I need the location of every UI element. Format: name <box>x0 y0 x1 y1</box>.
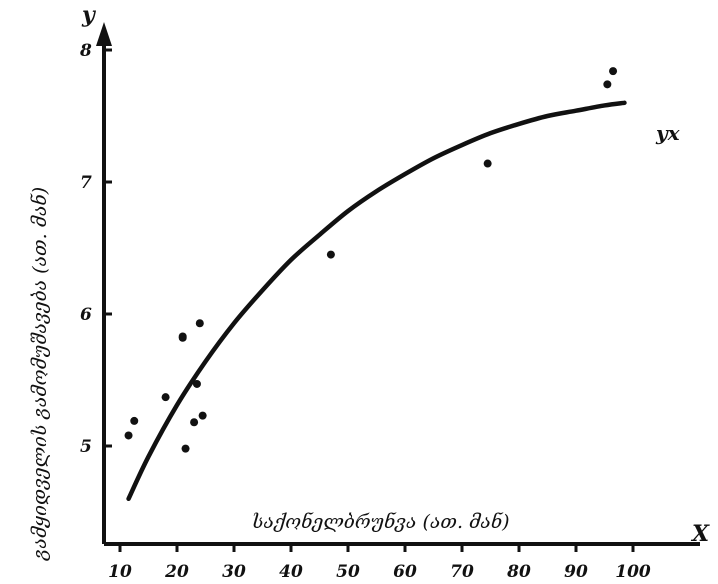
y-tick-label: 7 <box>80 173 92 193</box>
y-axis-title: გამყიდველის გამომუშავება (ათ. მან) <box>29 187 51 561</box>
fit-curve <box>126 100 627 502</box>
curve-label: yx <box>655 121 681 145</box>
x-tick-label: 80 <box>506 562 531 582</box>
x-ticks: 10 20 30 40 50 60 70 80 90 100 <box>108 544 651 582</box>
data-point <box>124 431 133 440</box>
y-tick-label: 5 <box>80 437 92 457</box>
data-point <box>195 319 204 328</box>
x-axis-title: საქონელბრუნვა (ათ. მან) <box>252 511 510 533</box>
y-tick-label: 6 <box>80 305 92 325</box>
x-tick-label: 90 <box>564 562 588 582</box>
data-point <box>603 80 612 89</box>
x-tick-label: 10 <box>108 562 132 582</box>
data-point <box>609 67 618 76</box>
data-point <box>483 159 492 168</box>
data-point <box>190 418 199 427</box>
x-tick-label: 30 <box>222 562 246 582</box>
data-point <box>192 379 201 388</box>
x-tick-label: 70 <box>450 562 474 582</box>
y-ticks: 5 6 7 8 <box>79 41 112 457</box>
data-point <box>198 411 207 420</box>
x-tick-label: 50 <box>336 562 360 582</box>
y-tick-label: 8 <box>79 41 92 61</box>
data-points <box>124 67 618 453</box>
x-tick-label: 100 <box>615 562 651 582</box>
data-point <box>178 332 187 341</box>
y-axis-arrowhead <box>96 22 112 46</box>
axes <box>96 22 700 546</box>
data-point <box>161 393 170 402</box>
x-tick-label: 20 <box>164 562 189 582</box>
x-tick-label: 60 <box>393 562 417 582</box>
data-point <box>181 444 190 453</box>
x-tick-label: 40 <box>279 562 303 582</box>
data-point <box>130 416 139 425</box>
y-axis-letter: y <box>81 2 97 28</box>
data-point <box>326 250 335 259</box>
x-axis-letter: X <box>690 521 710 547</box>
